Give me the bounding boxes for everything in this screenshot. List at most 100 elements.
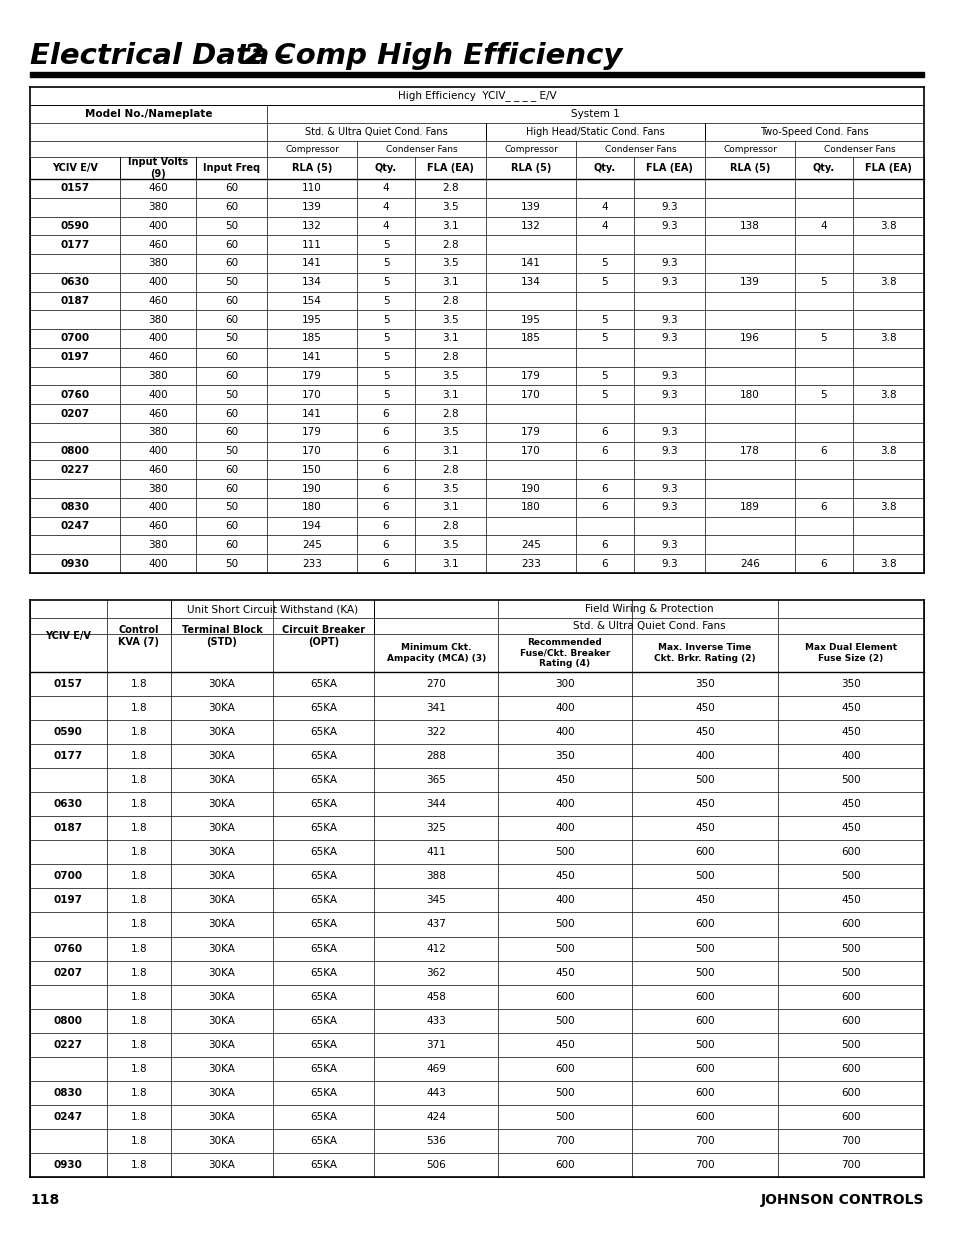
Text: 30KA: 30KA	[209, 679, 235, 689]
Text: 141: 141	[520, 258, 540, 268]
Text: 450: 450	[694, 727, 714, 737]
Text: 3.5: 3.5	[442, 258, 458, 268]
Text: 0187: 0187	[60, 296, 90, 306]
Text: 1.8: 1.8	[131, 776, 147, 785]
Text: 2.8: 2.8	[442, 296, 458, 306]
Text: 30KA: 30KA	[209, 1015, 235, 1026]
Text: 245: 245	[302, 540, 322, 550]
Text: 600: 600	[695, 1015, 714, 1026]
Text: 371: 371	[426, 1040, 446, 1050]
Text: 270: 270	[426, 679, 446, 689]
Text: 60: 60	[225, 521, 238, 531]
Text: 6: 6	[382, 540, 389, 550]
Text: 141: 141	[302, 258, 322, 268]
Text: FLA (EA): FLA (EA)	[864, 163, 911, 173]
Text: 460: 460	[148, 240, 168, 249]
Text: 450: 450	[841, 727, 860, 737]
Text: 65KA: 65KA	[310, 1063, 336, 1073]
Text: 600: 600	[555, 1063, 574, 1073]
Text: 5: 5	[601, 370, 608, 382]
Text: 150: 150	[302, 464, 322, 474]
Text: 411: 411	[426, 847, 446, 857]
Text: Circuit Breaker
(OPT): Circuit Breaker (OPT)	[281, 625, 365, 647]
Text: 3.8: 3.8	[880, 503, 896, 513]
Text: 341: 341	[426, 703, 446, 713]
Text: 4: 4	[382, 221, 389, 231]
Text: 500: 500	[695, 1040, 714, 1050]
Text: 6: 6	[382, 464, 389, 474]
Text: 400: 400	[555, 799, 574, 809]
Text: 138: 138	[740, 221, 760, 231]
Text: 400: 400	[555, 824, 574, 834]
Text: 4: 4	[601, 203, 608, 212]
Text: YCIV E/V: YCIV E/V	[46, 631, 91, 641]
Text: 1.8: 1.8	[131, 944, 147, 953]
Text: 5: 5	[382, 390, 389, 400]
Text: 65KA: 65KA	[310, 920, 336, 930]
Text: 65KA: 65KA	[310, 727, 336, 737]
Text: 388: 388	[426, 872, 446, 882]
Text: Condenser Fans: Condenser Fans	[385, 144, 456, 153]
Text: 65KA: 65KA	[310, 1112, 336, 1121]
Text: 1.8: 1.8	[131, 1160, 147, 1170]
Text: 469: 469	[426, 1063, 446, 1073]
Text: 365: 365	[426, 776, 446, 785]
Text: 9.3: 9.3	[660, 370, 678, 382]
Text: 65KA: 65KA	[310, 895, 336, 905]
Text: 3.1: 3.1	[442, 446, 458, 456]
Text: 350: 350	[841, 679, 860, 689]
Text: 500: 500	[555, 1112, 574, 1121]
Text: 0700: 0700	[53, 872, 83, 882]
Text: 450: 450	[694, 824, 714, 834]
Text: 0930: 0930	[60, 558, 90, 568]
Text: 30KA: 30KA	[209, 1040, 235, 1050]
Text: 0177: 0177	[60, 240, 90, 249]
Text: 0930: 0930	[54, 1160, 83, 1170]
Text: 600: 600	[695, 847, 714, 857]
Text: 30KA: 30KA	[209, 992, 235, 1002]
Text: 345: 345	[426, 895, 446, 905]
Text: 450: 450	[555, 776, 575, 785]
Text: 6: 6	[382, 558, 389, 568]
Text: 437: 437	[426, 920, 446, 930]
Text: 460: 460	[148, 296, 168, 306]
Text: 450: 450	[555, 967, 575, 978]
Text: 50: 50	[225, 558, 238, 568]
Text: 536: 536	[426, 1136, 446, 1146]
Text: 600: 600	[695, 920, 714, 930]
Text: 450: 450	[841, 895, 860, 905]
Text: Model No./Nameplate: Model No./Nameplate	[85, 109, 213, 119]
Text: RLA (5): RLA (5)	[292, 163, 332, 173]
Text: 506: 506	[426, 1160, 446, 1170]
Text: 0760: 0760	[53, 944, 83, 953]
Text: 3.1: 3.1	[442, 390, 458, 400]
Text: 9.3: 9.3	[660, 203, 678, 212]
Text: 6: 6	[820, 446, 826, 456]
Text: 195: 195	[520, 315, 540, 325]
Text: 344: 344	[426, 799, 446, 809]
Text: 500: 500	[555, 1015, 574, 1026]
Text: 60: 60	[225, 315, 238, 325]
Text: 460: 460	[148, 183, 168, 194]
Text: 65KA: 65KA	[310, 1136, 336, 1146]
Text: 233: 233	[302, 558, 322, 568]
Text: 189: 189	[740, 503, 760, 513]
Text: 1.8: 1.8	[131, 799, 147, 809]
Text: 600: 600	[841, 920, 860, 930]
Text: 60: 60	[225, 409, 238, 419]
Text: Compressor: Compressor	[722, 144, 776, 153]
Text: 6: 6	[820, 503, 826, 513]
Text: 500: 500	[841, 1040, 860, 1050]
Text: FLA (EA): FLA (EA)	[427, 163, 474, 173]
Text: 170: 170	[302, 446, 322, 456]
Text: 179: 179	[302, 370, 322, 382]
Text: 380: 380	[148, 370, 168, 382]
Text: Field Wiring & Protection: Field Wiring & Protection	[584, 604, 713, 614]
Text: 400: 400	[148, 446, 168, 456]
Text: 1.8: 1.8	[131, 1040, 147, 1050]
Text: RLA (5): RLA (5)	[511, 163, 551, 173]
Text: 500: 500	[555, 847, 574, 857]
Text: 1.8: 1.8	[131, 920, 147, 930]
Text: 600: 600	[695, 1112, 714, 1121]
Text: 460: 460	[148, 352, 168, 362]
